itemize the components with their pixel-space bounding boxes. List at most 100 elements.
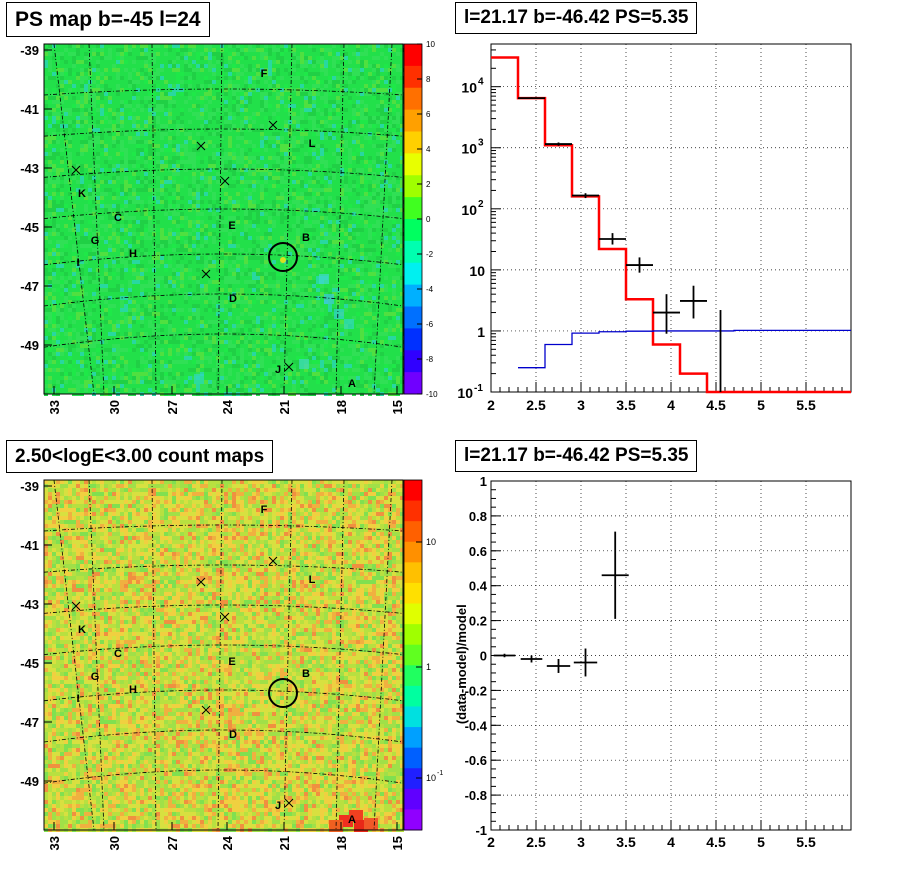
map-pixel (88, 136, 92, 140)
map-pixel (244, 212, 248, 216)
map-pixel (328, 100, 332, 104)
map-pixel (224, 68, 228, 72)
map-pixel (344, 56, 348, 60)
map-pixel (212, 152, 216, 156)
map-pixel (112, 356, 116, 360)
map-pixel (108, 360, 112, 364)
map-pixel (200, 384, 204, 388)
map-pixel (76, 384, 80, 388)
map-pixel (244, 68, 248, 72)
map-pixel (240, 232, 244, 236)
map-pixel (152, 260, 156, 264)
map-pixel (216, 144, 220, 148)
map-pixel (104, 144, 108, 148)
map-pixel (176, 236, 180, 240)
map-pixel (340, 192, 344, 196)
map-pixel (244, 484, 248, 488)
map-pixel (376, 116, 380, 120)
map-pixel (272, 324, 276, 328)
map-pixel (168, 260, 172, 264)
map-pixel (280, 100, 284, 104)
map-pixel (236, 364, 240, 368)
map-pixel (240, 388, 244, 392)
map-pixel (48, 44, 52, 48)
map-pixel (224, 64, 228, 68)
map-pixel (144, 56, 148, 60)
map-pixel (296, 500, 300, 504)
map-pixel (184, 296, 188, 300)
map-pixel (372, 496, 376, 500)
map-pixel (124, 168, 128, 172)
map-pixel (256, 236, 260, 240)
map-pixel (372, 228, 376, 232)
colorbar-swatch (404, 306, 422, 329)
map-pixel (356, 344, 360, 348)
target-peak (280, 257, 286, 263)
map-pixel (44, 380, 48, 384)
map-pixel (376, 192, 380, 196)
map-pixel (324, 80, 328, 84)
map-pixel (336, 216, 340, 220)
map-pixel (308, 344, 312, 348)
map-pixel (104, 376, 108, 380)
map-pixel (396, 324, 400, 328)
map-pixel (272, 220, 276, 224)
map-pixel (164, 168, 168, 172)
map-pixel (44, 268, 48, 272)
map-pixel (80, 100, 84, 104)
map-pixel (144, 352, 148, 356)
map-pixel (148, 280, 152, 284)
map-pixel (112, 372, 116, 376)
map-pixel (304, 352, 308, 356)
map-pixel (156, 340, 160, 344)
map-pixel (260, 176, 264, 180)
map-pixel (200, 232, 204, 236)
map-pixel (328, 328, 332, 332)
map-pixel (236, 380, 240, 384)
map-pixel (92, 320, 96, 324)
map-pixel (164, 112, 168, 116)
map-pixel (212, 212, 216, 216)
map-pixel (264, 192, 268, 196)
map-pixel (168, 380, 172, 384)
map-pixel (48, 156, 52, 160)
map-pixel (168, 232, 172, 236)
map-pixel (184, 380, 188, 384)
map-pixel (84, 348, 88, 352)
map-pixel (136, 132, 140, 136)
map-pixel (380, 192, 384, 196)
map-pixel (80, 336, 84, 340)
map-pixel (140, 264, 144, 268)
map-pixel (112, 168, 116, 172)
map-pixel (48, 376, 52, 380)
map-pixel (52, 276, 56, 280)
map-pixel (292, 224, 296, 228)
map-pixel (380, 488, 384, 492)
map-pixel (356, 260, 360, 264)
map-pixel (256, 328, 260, 332)
colorbar-swatch (404, 372, 422, 395)
map-pixel (172, 100, 176, 104)
map-pixel (276, 116, 280, 120)
map-pixel (156, 84, 160, 88)
map-pixel (296, 200, 300, 204)
map-pixel (296, 328, 300, 332)
map-pixel (216, 296, 220, 300)
map-pixel (208, 356, 212, 360)
map-pixel (52, 164, 56, 168)
map-pixel (144, 220, 148, 224)
map-pixel (168, 496, 172, 500)
map-pixel (372, 272, 376, 276)
map-pixel (100, 88, 104, 92)
map-pixel (124, 268, 128, 272)
map-pixel (264, 296, 268, 300)
map-pixel (344, 488, 348, 492)
map-pixel (76, 100, 80, 104)
map-pixel (120, 240, 124, 244)
map-pixel (284, 180, 288, 184)
map-pixel (308, 44, 312, 48)
map-pixel (336, 144, 340, 148)
map-pixel (236, 344, 240, 348)
map-pixel (356, 232, 360, 236)
map-pixel (384, 488, 388, 492)
